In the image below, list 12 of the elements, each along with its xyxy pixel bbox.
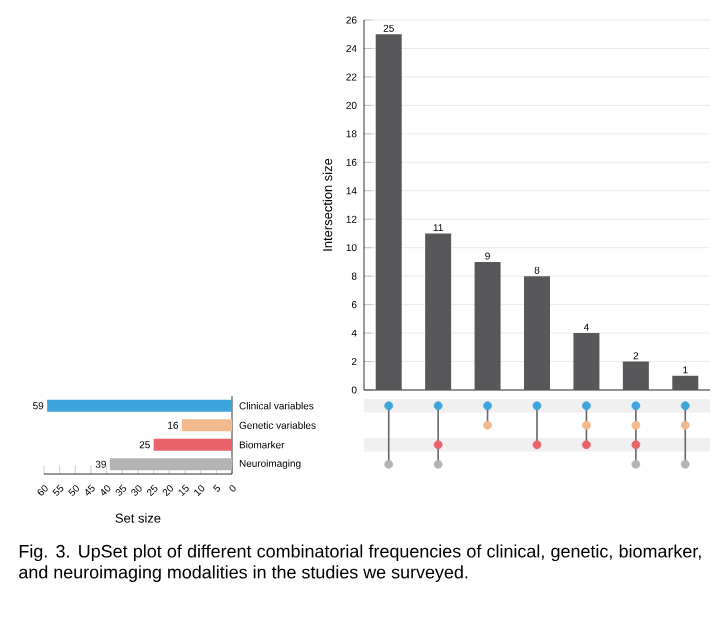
- caption: Fig. 3. UpSet plot of different combinatorial frequencies of clinical, genetic, biomarker, and neuroimaging modalities in the studies we surveyed.: [19, 544, 701, 583]
- bar: [47, 399, 233, 412]
- bar: [672, 375, 699, 390]
- bar: [375, 34, 402, 390]
- bar: [153, 438, 233, 451]
- bar: [109, 458, 233, 471]
- bar: [181, 419, 233, 432]
- bar: [425, 233, 452, 390]
- bar: [573, 333, 600, 390]
- bar: [524, 276, 550, 390]
- bar: [622, 361, 649, 390]
- bar: [474, 261, 501, 390]
